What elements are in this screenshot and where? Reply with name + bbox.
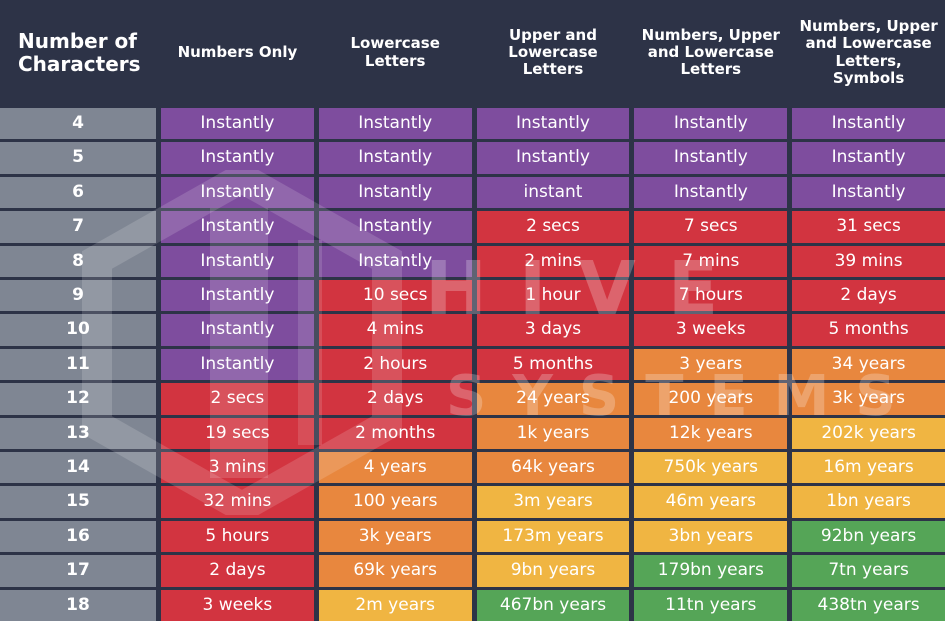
column-header: Numbers, Upper and Lowercase Letters [634,0,788,105]
time-cell: 200 years [634,383,788,415]
time-cell: 750k years [634,451,788,484]
time-cell: Instantly [161,176,314,209]
time-cell: 3k years [792,383,945,415]
time-cell: 10 secs [318,279,472,312]
time-cell: 5 hours [161,520,314,553]
time-cell: 16m years [792,451,945,484]
time-cell: Instantly [161,279,314,312]
char-count-cell: 11 [0,348,156,381]
time-cell: 9bn years [476,555,630,587]
time-cell: 64k years [476,451,630,484]
column-header: Upper and Lowercase Letters [476,0,630,105]
time-cell: 2 months [318,417,472,449]
time-cell: 1bn years [792,486,945,518]
time-cell: 7 mins [634,245,788,277]
time-cell: 2 days [318,383,472,415]
char-count-cell: 6 [0,176,156,209]
time-cell: 2 hours [318,348,472,381]
time-cell: 2m years [318,589,472,621]
time-cell: 3k years [318,520,472,553]
time-cell: Instantly [318,176,472,209]
time-cell: 19 secs [161,417,314,449]
column-header-number-of-characters: Number of Characters [0,0,156,105]
time-cell: Instantly [161,348,314,381]
time-cell: 46m years [634,486,788,518]
time-cell: Instantly [318,108,472,140]
time-cell: Instantly [634,108,788,140]
time-cell: 69k years [318,555,472,587]
time-cell: Instantly [792,142,945,174]
char-count-cell: 9 [0,279,156,312]
column-header: Numbers, Upper and Lowercase Letters, Sy… [792,0,945,105]
time-cell: 173m years [476,520,630,553]
time-cell: Instantly [476,142,630,174]
time-cell: 7 hours [634,279,788,312]
time-cell: 31 secs [792,211,945,243]
column-header: Lowercase Letters [318,0,472,105]
time-cell: 100 years [318,486,472,518]
time-cell: Instantly [476,108,630,140]
char-count-cell: 8 [0,245,156,277]
char-count-cell: 15 [0,486,156,518]
time-cell: 3m years [476,486,630,518]
time-cell: 4 mins [318,314,472,346]
time-cell: 4 years [318,451,472,484]
time-cell: Instantly [318,142,472,174]
char-count-cell: 16 [0,520,156,553]
char-count-cell: 4 [0,108,156,140]
time-cell: 24 years [476,383,630,415]
time-cell: instant [476,176,630,209]
time-cell: 2 mins [476,245,630,277]
char-count-cell: 10 [0,314,156,346]
time-cell: 32 mins [161,486,314,518]
time-cell: 2 secs [161,383,314,415]
char-count-cell: 14 [0,451,156,484]
time-cell: 11tn years [634,589,788,621]
char-count-cell: 7 [0,211,156,243]
time-cell: 202k years [792,417,945,449]
char-count-cell: 5 [0,142,156,174]
time-cell: 39 mins [792,245,945,277]
time-cell: 7tn years [792,555,945,587]
time-cell: 3 weeks [161,589,314,621]
time-cell: Instantly [792,108,945,140]
time-cell: 467bn years [476,589,630,621]
time-cell: 1k years [476,417,630,449]
time-cell: 1 hour [476,279,630,312]
time-cell: 7 secs [634,211,788,243]
time-cell: 5 months [476,348,630,381]
time-cell: 438tn years [792,589,945,621]
time-cell: Instantly [318,211,472,243]
time-cell: Instantly [318,245,472,277]
time-cell: Instantly [161,108,314,140]
time-cell: 2 days [161,555,314,587]
time-cell: 3 weeks [634,314,788,346]
time-cell: Instantly [161,142,314,174]
char-count-cell: 12 [0,383,156,415]
time-cell: 2 days [792,279,945,312]
char-count-cell: 13 [0,417,156,449]
time-cell: Instantly [161,245,314,277]
time-cell: 34 years [792,348,945,381]
time-cell: 179bn years [634,555,788,587]
column-header: Numbers Only [161,0,314,105]
char-count-cell: 18 [0,589,156,621]
time-cell: 3bn years [634,520,788,553]
time-cell: 2 secs [476,211,630,243]
time-cell: 3 days [476,314,630,346]
time-cell: 12k years [634,417,788,449]
time-cell: Instantly [792,176,945,209]
time-cell: 92bn years [792,520,945,553]
time-cell: 3 mins [161,451,314,484]
time-cell: Instantly [161,314,314,346]
char-count-cell: 17 [0,555,156,587]
time-cell: 5 months [792,314,945,346]
time-cell: 3 years [634,348,788,381]
time-cell: Instantly [634,142,788,174]
time-cell: Instantly [634,176,788,209]
time-cell: Instantly [161,211,314,243]
